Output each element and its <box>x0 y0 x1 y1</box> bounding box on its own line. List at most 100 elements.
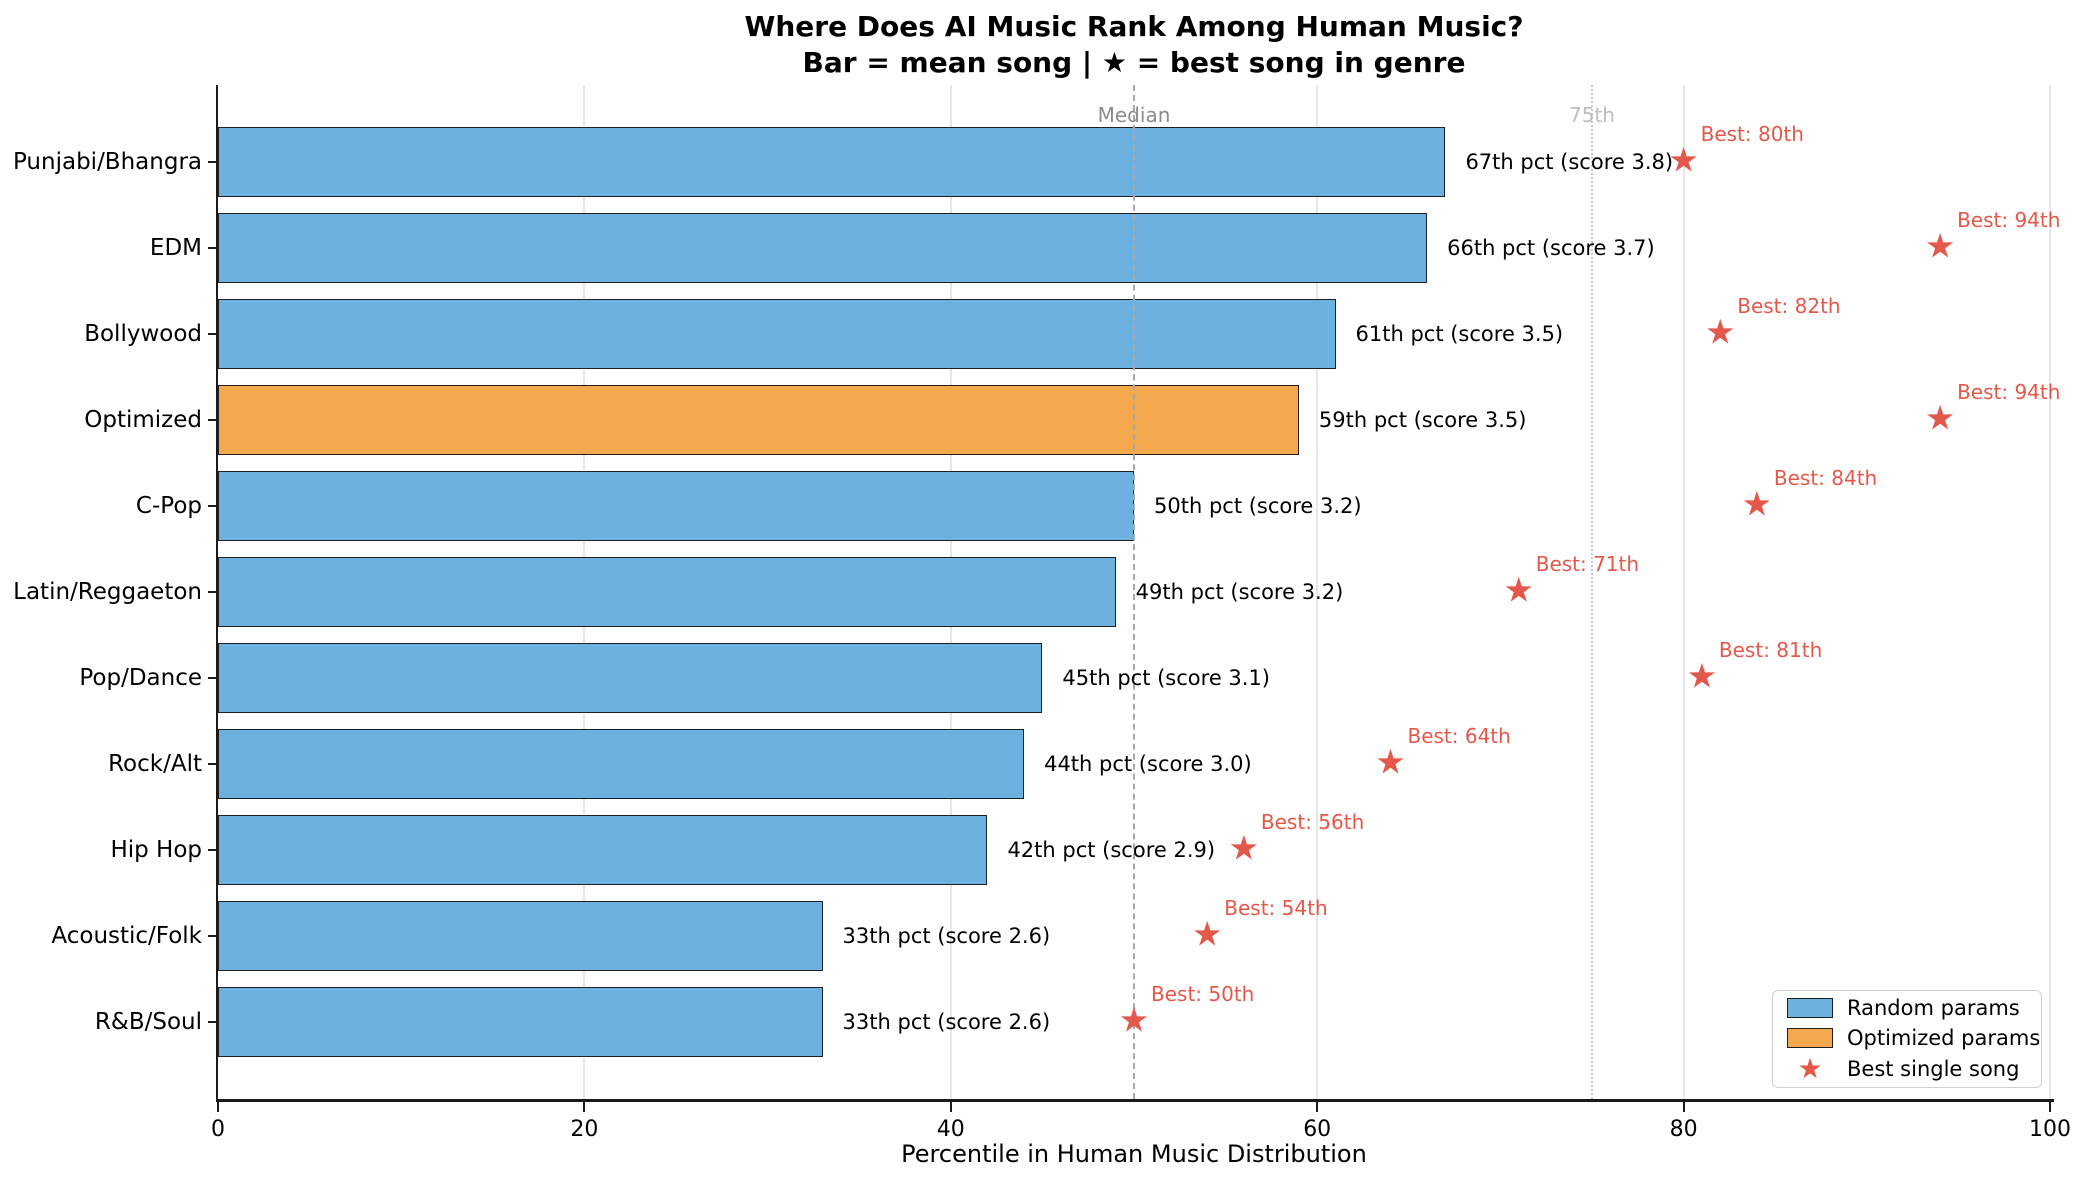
bar-annotation: 49th pct (score 3.2) <box>1135 579 1344 604</box>
best-song-star: ★ <box>1228 828 1260 869</box>
category-label-acoustic-folk: Acoustic/Folk <box>51 922 202 949</box>
y-tick <box>208 1020 218 1023</box>
y-tick <box>208 418 218 421</box>
best-song-star: ★ <box>1118 1000 1150 1041</box>
bar-edm <box>218 212 1428 283</box>
category-label-pop-dance: Pop/Dance <box>79 664 202 691</box>
y-tick <box>208 504 218 507</box>
category-label-punjabi-bhangra: Punjabi/Bhangra <box>12 148 202 175</box>
x-tick-label-100: 100 <box>2029 1117 2071 1142</box>
bar-hip-hop <box>218 814 988 885</box>
y-tick <box>208 590 218 593</box>
best-song-label: Best: 71th <box>1535 551 1640 576</box>
legend-label: Optimized params <box>1847 1026 2041 1050</box>
category-label-latin-reggaeton: Latin/Reggaeton <box>13 578 202 605</box>
refline-label-median: Median <box>1097 103 1171 127</box>
bar-annotation: 61th pct (score 3.5) <box>1355 321 1564 346</box>
x-tick-20 <box>583 1102 586 1112</box>
best-song-label: Best: 94th <box>1957 207 2061 232</box>
best-song-label: Best: 81th <box>1718 637 1823 662</box>
bar-annotation: 45th pct (score 3.1) <box>1062 665 1271 690</box>
optimized-params-swatch <box>1787 1028 1833 1048</box>
y-tick <box>208 762 218 765</box>
x-axis-spine <box>216 1099 2054 1102</box>
x-tick-label-80: 80 <box>1669 1117 1698 1142</box>
x-tick-100 <box>2049 1102 2051 1112</box>
y-tick <box>208 934 218 937</box>
bar-annotation: 44th pct (score 3.0) <box>1044 751 1252 776</box>
best-song-star: ★ <box>1375 742 1406 783</box>
gridline-60 <box>1316 85 1319 1099</box>
legend-item-random-params: Random params <box>1773 995 2041 1021</box>
category-label-bollywood: Bollywood <box>84 320 202 347</box>
bar-r-b-soul <box>218 986 823 1057</box>
category-label-rock-alt: Rock/Alt <box>108 750 202 777</box>
random-params-swatch <box>1787 998 1833 1018</box>
bar-annotation: 33th pct (score 2.6) <box>842 1009 1051 1034</box>
best-song-star: ★ <box>1924 226 1956 267</box>
best-song-label: Best: 80th <box>1700 121 1804 146</box>
bar-rock-alt <box>218 728 1025 799</box>
bar-bollywood <box>218 298 1336 369</box>
refline-median <box>1133 85 1135 1099</box>
bar-annotation: 67th pct (score 3.8) <box>1465 149 1674 174</box>
bar-annotation: 50th pct (score 3.2) <box>1154 493 1362 518</box>
refline-75th <box>1591 85 1593 1099</box>
legend-item-optimized-params: Optimized params <box>1773 1025 2041 1051</box>
category-label-r-b-soul: R&B/Soul <box>94 1008 202 1035</box>
bar-pop-dance <box>218 642 1043 713</box>
best-song-label: Best: 94th <box>1957 379 2061 404</box>
x-tick-80 <box>1682 1102 1685 1112</box>
category-label-edm: EDM <box>149 234 202 261</box>
best-song-label: Best: 82th <box>1737 293 1841 318</box>
category-label-c-pop: C-Pop <box>135 492 202 519</box>
best-song-star: ★ <box>1924 398 1956 439</box>
best-song-star: ★ <box>1704 312 1736 353</box>
y-tick <box>208 676 218 679</box>
x-tick-label-0: 0 <box>211 1117 225 1142</box>
best-song-label: Best: 50th <box>1151 981 1255 1006</box>
x-tick-label-60: 60 <box>1303 1117 1332 1142</box>
x-axis-title: Percentile in Human Music Distribution <box>901 1140 1367 1168</box>
x-tick-label-40: 40 <box>936 1117 965 1142</box>
best-song-label: Best: 84th <box>1773 465 1878 490</box>
best-song-label: Best: 56th <box>1260 809 1365 834</box>
best-song-star: ★ <box>1668 140 1699 181</box>
best-song-label: Best: 54th <box>1224 895 1328 920</box>
bar-annotation: 59th pct (score 3.5) <box>1318 407 1527 432</box>
bar-acoustic-folk <box>218 900 823 971</box>
best-song-star: ★ <box>1192 914 1223 955</box>
plot-area: 67th pct (score 3.8) ★ Best: 80th 66th pct … <box>218 85 2060 1099</box>
legend: Random params Optimized params ★ Best singl… <box>1772 990 2042 1088</box>
legend-item-best-single-song: ★ Best single song <box>1773 1055 2041 1083</box>
bar-annotation: 42th pct (score 2.9) <box>1007 837 1216 862</box>
y-tick <box>208 160 218 163</box>
bar-optimized <box>218 384 1299 455</box>
x-tick-40 <box>949 1102 952 1112</box>
best-song-label: Best: 64th <box>1407 723 1511 748</box>
y-tick <box>208 332 218 335</box>
bar-c-pop <box>218 470 1134 541</box>
chart-subtitle: Bar = mean song | ★ = best song in genre <box>802 46 1466 79</box>
best-song-star: ★ <box>1741 484 1773 525</box>
gridline-100 <box>2049 85 2051 1099</box>
best-song-star: ★ <box>1503 570 1534 611</box>
legend-star-icon: ★ <box>1797 1052 1823 1085</box>
bar-latin-reggaeton <box>218 556 1116 627</box>
best-song-star: ★ <box>1686 656 1718 697</box>
bar-annotation: 33th pct (score 2.6) <box>842 923 1051 948</box>
gridline-80 <box>1682 85 1685 1099</box>
chart-title: Where Does AI Music Rank Among Human Mus… <box>744 10 1524 43</box>
category-label-hip-hop: Hip Hop <box>110 836 202 863</box>
x-tick-label-20: 20 <box>570 1117 599 1142</box>
legend-label: Best single song <box>1847 1057 2020 1081</box>
x-tick-60 <box>1316 1102 1319 1112</box>
y-tick <box>208 848 218 851</box>
category-label-optimized: Optimized <box>84 406 202 433</box>
x-tick-0 <box>217 1102 219 1112</box>
refline-label-75th: 75th <box>1569 103 1615 127</box>
legend-label: Random params <box>1847 996 2020 1020</box>
y-tick <box>208 246 218 249</box>
bar-annotation: 66th pct (score 3.7) <box>1447 235 1655 260</box>
